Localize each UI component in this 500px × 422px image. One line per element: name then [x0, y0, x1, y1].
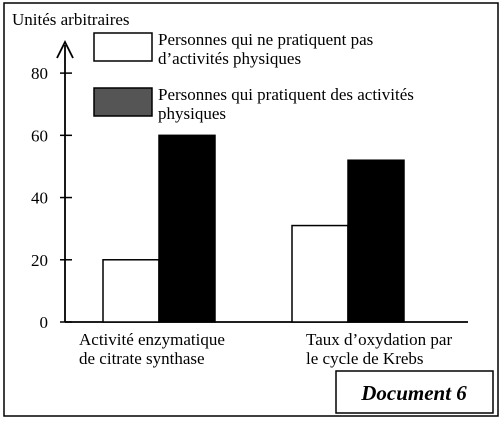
bar — [158, 134, 216, 323]
document-label: Document 6 — [360, 381, 467, 405]
category-label: de citrate synthase — [79, 349, 205, 368]
y-axis-label: Unités arbitraires — [12, 10, 130, 29]
category-label: Activité enzymatique — [79, 330, 225, 349]
y-tick-label: 60 — [31, 126, 48, 145]
legend-label: d’activités physiques — [158, 49, 301, 68]
bar — [347, 159, 405, 323]
document-label-box — [335, 370, 494, 414]
legend-label: physiques — [158, 104, 226, 123]
y-tick-label: 0 — [40, 313, 49, 332]
y-tick-label: 80 — [31, 64, 48, 83]
y-axis-arrowhead — [56, 39, 74, 59]
figure-frame — [3, 2, 499, 417]
legend-swatch — [93, 87, 153, 117]
bar — [102, 259, 160, 323]
bar — [291, 224, 349, 323]
y-tick-label: 20 — [31, 251, 48, 270]
category-label: Taux d’oxydation par — [306, 330, 452, 349]
legend-label: Personnes qui ne pratiquent pas — [158, 30, 373, 49]
legend-label: Personnes qui pratiquent des activités — [158, 85, 414, 104]
y-tick-label: 40 — [31, 189, 48, 208]
category-label: le cycle de Krebs — [306, 349, 424, 368]
legend-swatch — [93, 32, 153, 62]
